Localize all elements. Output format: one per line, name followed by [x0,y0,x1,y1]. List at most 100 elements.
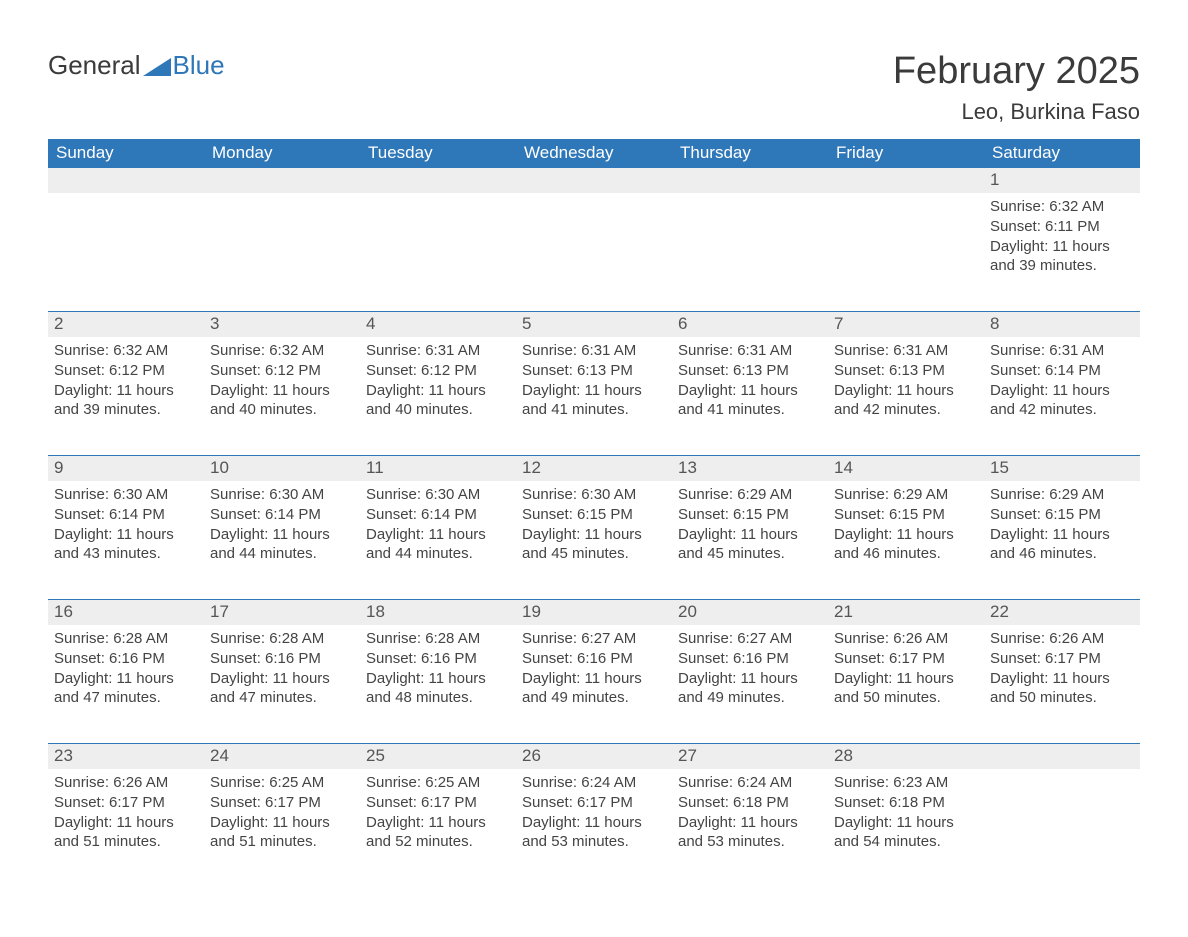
calendar-day-cell: Sunrise: 6:30 AMSunset: 6:14 PMDaylight:… [204,481,360,593]
sunrise-text: Sunrise: 6:29 AM [990,485,1134,505]
sunset-text: Sunset: 6:16 PM [210,649,354,669]
sunset-text: Sunset: 6:13 PM [522,361,666,381]
sunset-text: Sunset: 6:15 PM [834,505,978,525]
sunrise-text: Sunrise: 6:30 AM [366,485,510,505]
calendar-day-number: 27 [672,744,828,769]
calendar-day-number: 9 [48,456,204,481]
sunset-text: Sunset: 6:15 PM [678,505,822,525]
calendar-day-cell: Sunrise: 6:31 AMSunset: 6:13 PMDaylight:… [516,337,672,449]
calendar-day-cell [984,769,1140,881]
calendar-day-number [828,168,984,193]
logo-text-general: General [48,50,141,81]
daylight-text: Daylight: 11 hours and 42 minutes. [990,381,1134,421]
daylight-text: Daylight: 11 hours and 39 minutes. [990,237,1134,277]
daylight-text: Daylight: 11 hours and 54 minutes. [834,813,978,853]
calendar-day-number: 16 [48,600,204,625]
sunset-text: Sunset: 6:17 PM [210,793,354,813]
calendar-body-row: Sunrise: 6:26 AMSunset: 6:17 PMDaylight:… [48,769,1140,881]
sunset-text: Sunset: 6:17 PM [366,793,510,813]
calendar-day-cell: Sunrise: 6:29 AMSunset: 6:15 PMDaylight:… [828,481,984,593]
calendar-day-number: 10 [204,456,360,481]
calendar-day-cell: Sunrise: 6:31 AMSunset: 6:13 PMDaylight:… [672,337,828,449]
daylight-text: Daylight: 11 hours and 40 minutes. [366,381,510,421]
sunset-text: Sunset: 6:13 PM [834,361,978,381]
sunset-text: Sunset: 6:14 PM [210,505,354,525]
calendar-body-row: Sunrise: 6:32 AMSunset: 6:11 PMDaylight:… [48,193,1140,305]
daylight-text: Daylight: 11 hours and 49 minutes. [678,669,822,709]
sunrise-text: Sunrise: 6:29 AM [678,485,822,505]
sunrise-text: Sunrise: 6:28 AM [210,629,354,649]
sunrise-text: Sunrise: 6:31 AM [678,341,822,361]
calendar-day-number: 3 [204,312,360,337]
calendar-day-number: 22 [984,600,1140,625]
logo-flag-icon [143,56,171,76]
sunset-text: Sunset: 6:14 PM [366,505,510,525]
calendar-day-cell: Sunrise: 6:29 AMSunset: 6:15 PMDaylight:… [984,481,1140,593]
calendar-day-cell: Sunrise: 6:32 AMSunset: 6:12 PMDaylight:… [204,337,360,449]
calendar-day-number [204,168,360,193]
sunset-text: Sunset: 6:15 PM [990,505,1134,525]
calendar-day-cell: Sunrise: 6:27 AMSunset: 6:16 PMDaylight:… [672,625,828,737]
sunrise-text: Sunrise: 6:25 AM [366,773,510,793]
daylight-text: Daylight: 11 hours and 44 minutes. [210,525,354,565]
calendar-day-number: 21 [828,600,984,625]
logo: General Blue [48,50,225,81]
calendar-daynum-row: 2345678 [48,312,1140,337]
calendar-day-cell: Sunrise: 6:29 AMSunset: 6:15 PMDaylight:… [672,481,828,593]
sunset-text: Sunset: 6:12 PM [366,361,510,381]
daylight-text: Daylight: 11 hours and 48 minutes. [366,669,510,709]
sunset-text: Sunset: 6:15 PM [522,505,666,525]
sunrise-text: Sunrise: 6:30 AM [210,485,354,505]
calendar-day-number: 6 [672,312,828,337]
sunrise-text: Sunrise: 6:23 AM [834,773,978,793]
calendar-day-cell: Sunrise: 6:23 AMSunset: 6:18 PMDaylight:… [828,769,984,881]
calendar-day-cell: Sunrise: 6:26 AMSunset: 6:17 PMDaylight:… [828,625,984,737]
calendar-header-cell: Friday [828,139,984,168]
calendar-day-number: 2 [48,312,204,337]
daylight-text: Daylight: 11 hours and 43 minutes. [54,525,198,565]
calendar-header-cell: Saturday [984,139,1140,168]
calendar-day-number: 11 [360,456,516,481]
sunset-text: Sunset: 6:18 PM [678,793,822,813]
sunrise-text: Sunrise: 6:31 AM [366,341,510,361]
sunrise-text: Sunrise: 6:24 AM [522,773,666,793]
sunset-text: Sunset: 6:17 PM [522,793,666,813]
calendar-week: 16171819202122Sunrise: 6:28 AMSunset: 6:… [48,599,1140,737]
daylight-text: Daylight: 11 hours and 53 minutes. [678,813,822,853]
logo-text-blue: Blue [173,50,225,81]
calendar-day-cell: Sunrise: 6:32 AMSunset: 6:12 PMDaylight:… [48,337,204,449]
calendar-day-number: 26 [516,744,672,769]
calendar-day-cell: Sunrise: 6:24 AMSunset: 6:17 PMDaylight:… [516,769,672,881]
sunrise-text: Sunrise: 6:26 AM [834,629,978,649]
sunrise-text: Sunrise: 6:32 AM [54,341,198,361]
calendar-daynum-row: 1 [48,168,1140,193]
calendar-day-number: 19 [516,600,672,625]
calendar-day-number: 24 [204,744,360,769]
calendar-day-cell: Sunrise: 6:28 AMSunset: 6:16 PMDaylight:… [360,625,516,737]
sunrise-text: Sunrise: 6:27 AM [678,629,822,649]
sunset-text: Sunset: 6:14 PM [990,361,1134,381]
calendar-day-number [672,168,828,193]
daylight-text: Daylight: 11 hours and 47 minutes. [210,669,354,709]
calendar-day-number: 17 [204,600,360,625]
calendar-day-cell: Sunrise: 6:26 AMSunset: 6:17 PMDaylight:… [48,769,204,881]
calendar-daynum-row: 16171819202122 [48,600,1140,625]
sunset-text: Sunset: 6:14 PM [54,505,198,525]
calendar-week: 1Sunrise: 6:32 AMSunset: 6:11 PMDaylight… [48,168,1140,305]
sunset-text: Sunset: 6:13 PM [678,361,822,381]
daylight-text: Daylight: 11 hours and 46 minutes. [990,525,1134,565]
daylight-text: Daylight: 11 hours and 52 minutes. [366,813,510,853]
calendar-header-cell: Sunday [48,139,204,168]
calendar-day-number: 5 [516,312,672,337]
calendar-day-number: 13 [672,456,828,481]
calendar-header-cell: Monday [204,139,360,168]
calendar-daynum-row: 9101112131415 [48,456,1140,481]
daylight-text: Daylight: 11 hours and 47 minutes. [54,669,198,709]
calendar-day-cell: Sunrise: 6:32 AMSunset: 6:11 PMDaylight:… [984,193,1140,305]
calendar-header-cell: Tuesday [360,139,516,168]
calendar: SundayMondayTuesdayWednesdayThursdayFrid… [48,139,1140,881]
sunrise-text: Sunrise: 6:24 AM [678,773,822,793]
sunrise-text: Sunrise: 6:32 AM [990,197,1134,217]
daylight-text: Daylight: 11 hours and 49 minutes. [522,669,666,709]
calendar-week: 2345678Sunrise: 6:32 AMSunset: 6:12 PMDa… [48,311,1140,449]
